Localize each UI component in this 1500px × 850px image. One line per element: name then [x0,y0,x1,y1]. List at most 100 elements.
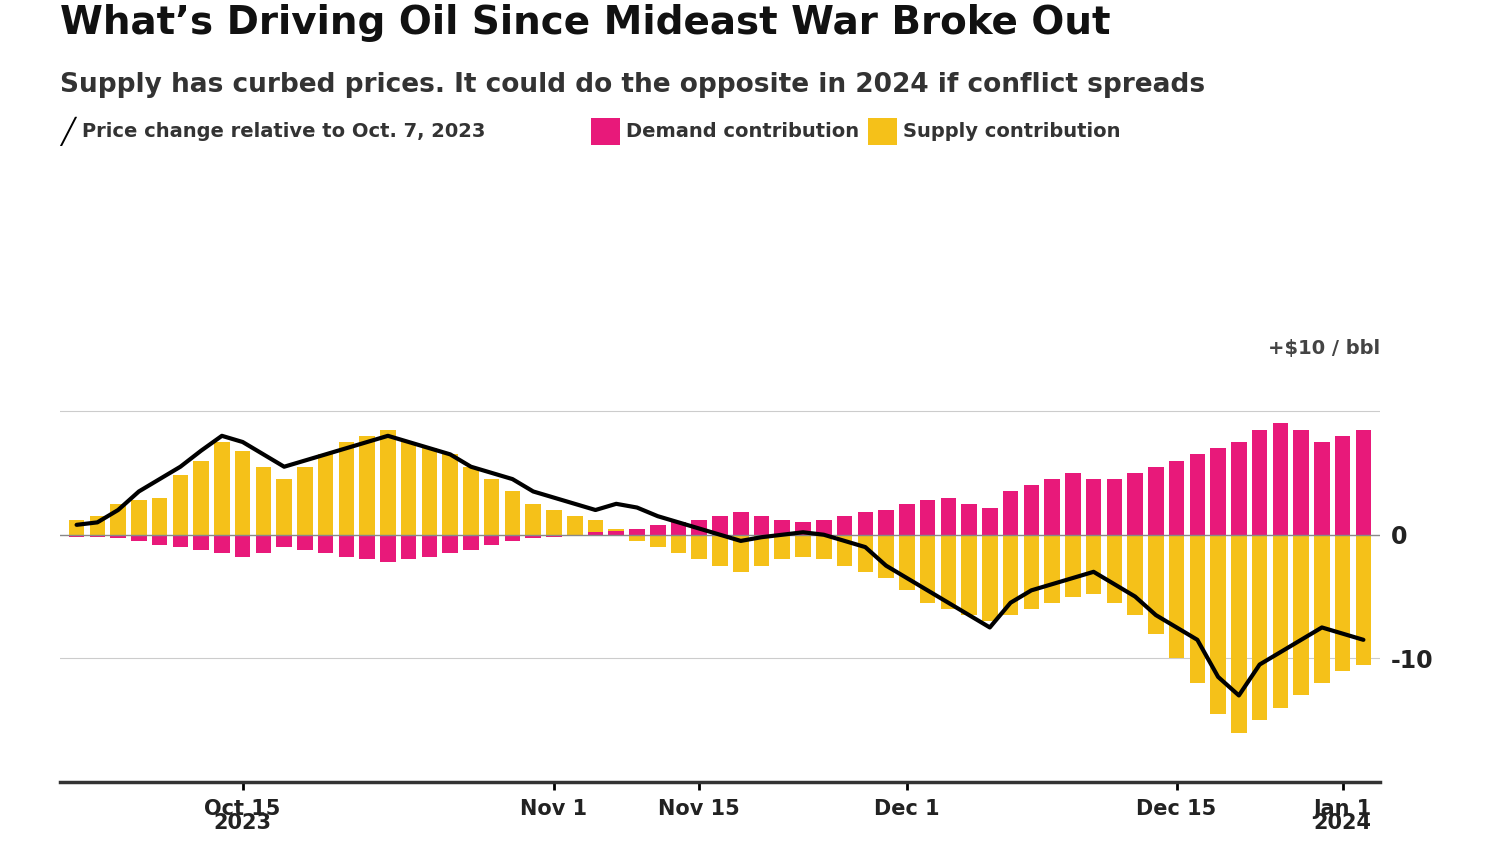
Bar [172,535,188,547]
Bar [297,467,312,535]
Bar [753,535,770,565]
Bar [982,535,998,621]
Bar [692,535,706,559]
Bar [525,504,542,535]
Bar [90,516,105,535]
Bar [422,535,436,557]
Bar [920,535,936,603]
Bar [214,535,230,553]
Bar [214,442,230,535]
Bar [1190,455,1204,535]
Bar [567,516,582,535]
Bar [130,535,147,541]
Bar [1252,535,1268,720]
Bar [442,535,458,553]
Bar [194,535,208,550]
Bar [504,491,520,535]
Bar [898,535,915,591]
Text: Supply contribution: Supply contribution [903,122,1120,141]
Bar [1168,461,1185,535]
Bar [1128,535,1143,615]
Bar [380,429,396,535]
Bar [837,535,852,565]
Bar [152,535,168,545]
Bar [90,535,105,537]
Bar [734,513,748,535]
Bar [567,535,582,536]
Bar [546,510,561,535]
Bar [962,535,976,615]
Bar [422,448,436,535]
Bar [1148,535,1164,633]
Bar [1044,479,1060,535]
Bar [609,531,624,535]
Bar [670,535,687,553]
Bar [712,535,728,565]
Bar [879,510,894,535]
Bar [380,535,396,562]
Bar [628,535,645,541]
Bar [734,535,748,572]
Bar [484,535,500,545]
Bar [360,436,375,535]
Bar [774,520,790,535]
Bar [255,467,272,535]
Bar [650,535,666,547]
Bar [464,467,478,535]
Text: 2023: 2023 [213,813,272,833]
Bar [276,535,292,547]
Bar [1004,491,1019,535]
Bar [1128,473,1143,535]
Bar [816,535,831,559]
Bar [1314,442,1329,535]
Bar [982,507,998,535]
Text: Price change relative to Oct. 7, 2023: Price change relative to Oct. 7, 2023 [82,122,486,141]
Bar [194,461,208,535]
Bar [795,535,812,557]
Text: ╱: ╱ [60,117,75,146]
Bar [1168,535,1185,659]
Bar [1335,436,1350,535]
Bar [1190,535,1204,683]
Bar [360,535,375,559]
Bar [1356,429,1371,535]
Bar [1004,535,1019,615]
Bar [1232,442,1246,535]
Bar [297,535,312,550]
Bar [464,535,478,550]
Bar [858,535,873,572]
Bar [1252,429,1268,535]
Bar [1210,535,1225,714]
Bar [940,535,956,609]
Text: 2024: 2024 [1314,813,1371,833]
Bar [1272,535,1288,708]
Bar [920,500,936,535]
Bar [400,442,417,535]
Bar [1065,535,1080,597]
Bar [339,442,354,535]
Bar [588,520,603,535]
Bar [712,516,728,535]
Bar [484,479,500,535]
Bar [255,535,272,553]
Bar [753,516,770,535]
Bar [400,535,417,559]
Bar [152,497,168,535]
Text: +$10 / bbl: +$10 / bbl [1268,338,1380,358]
Bar [795,523,812,535]
Bar [1023,485,1040,535]
Bar [1086,535,1101,594]
Bar [879,535,894,578]
Text: Supply has curbed prices. It could do the opposite in 2024 if conflict spreads: Supply has curbed prices. It could do th… [60,72,1204,99]
Bar [1107,535,1122,603]
Bar [1272,423,1288,535]
Bar [236,535,250,557]
Bar [442,455,458,535]
Bar [276,479,292,535]
Bar [1232,535,1246,733]
Bar [318,455,333,535]
Bar [1044,535,1060,603]
Bar [525,535,542,538]
Bar [69,535,84,537]
Bar [650,524,666,535]
